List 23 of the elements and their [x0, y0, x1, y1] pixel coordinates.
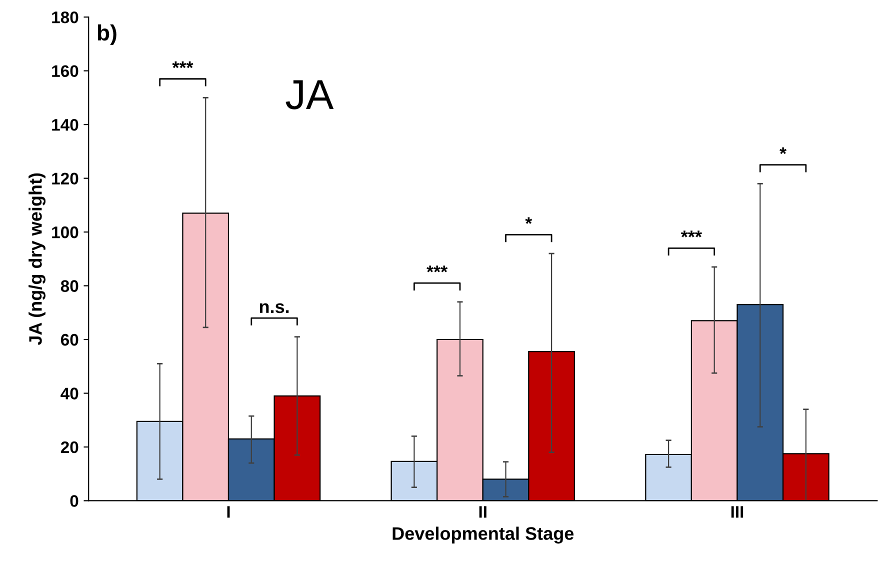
y-tick-label: 80	[60, 280, 78, 292]
text: JA	[286, 80, 334, 110]
y-tick-label: 140	[52, 118, 78, 131]
x-tick-label: I	[227, 506, 230, 518]
y-axis-title: JA (ng/g dry weight)	[28, 173, 46, 346]
y-tick-label: 120	[52, 172, 78, 184]
y-tick-label: 180	[52, 11, 78, 24]
x-tick-label: III	[731, 506, 744, 518]
x-tick-label: II	[479, 506, 486, 518]
annotation: n.s.	[260, 303, 289, 314]
annotation: *	[780, 147, 787, 154]
y-tick-label: 40	[60, 388, 78, 400]
x-axis-title: Developmental Stage	[392, 526, 574, 544]
y-tick-label: 100	[52, 226, 78, 238]
annotation: ***	[426, 266, 448, 272]
y-tick-label: 0	[70, 495, 78, 507]
y-tick-label: 160	[52, 65, 78, 78]
annotation: ***	[680, 230, 702, 238]
annotation: ***	[172, 61, 194, 68]
y-tick-label: 60	[60, 334, 78, 346]
annotation: *	[525, 217, 532, 224]
annotation: b)	[98, 24, 116, 46]
y-tick-label: 20	[60, 441, 78, 454]
